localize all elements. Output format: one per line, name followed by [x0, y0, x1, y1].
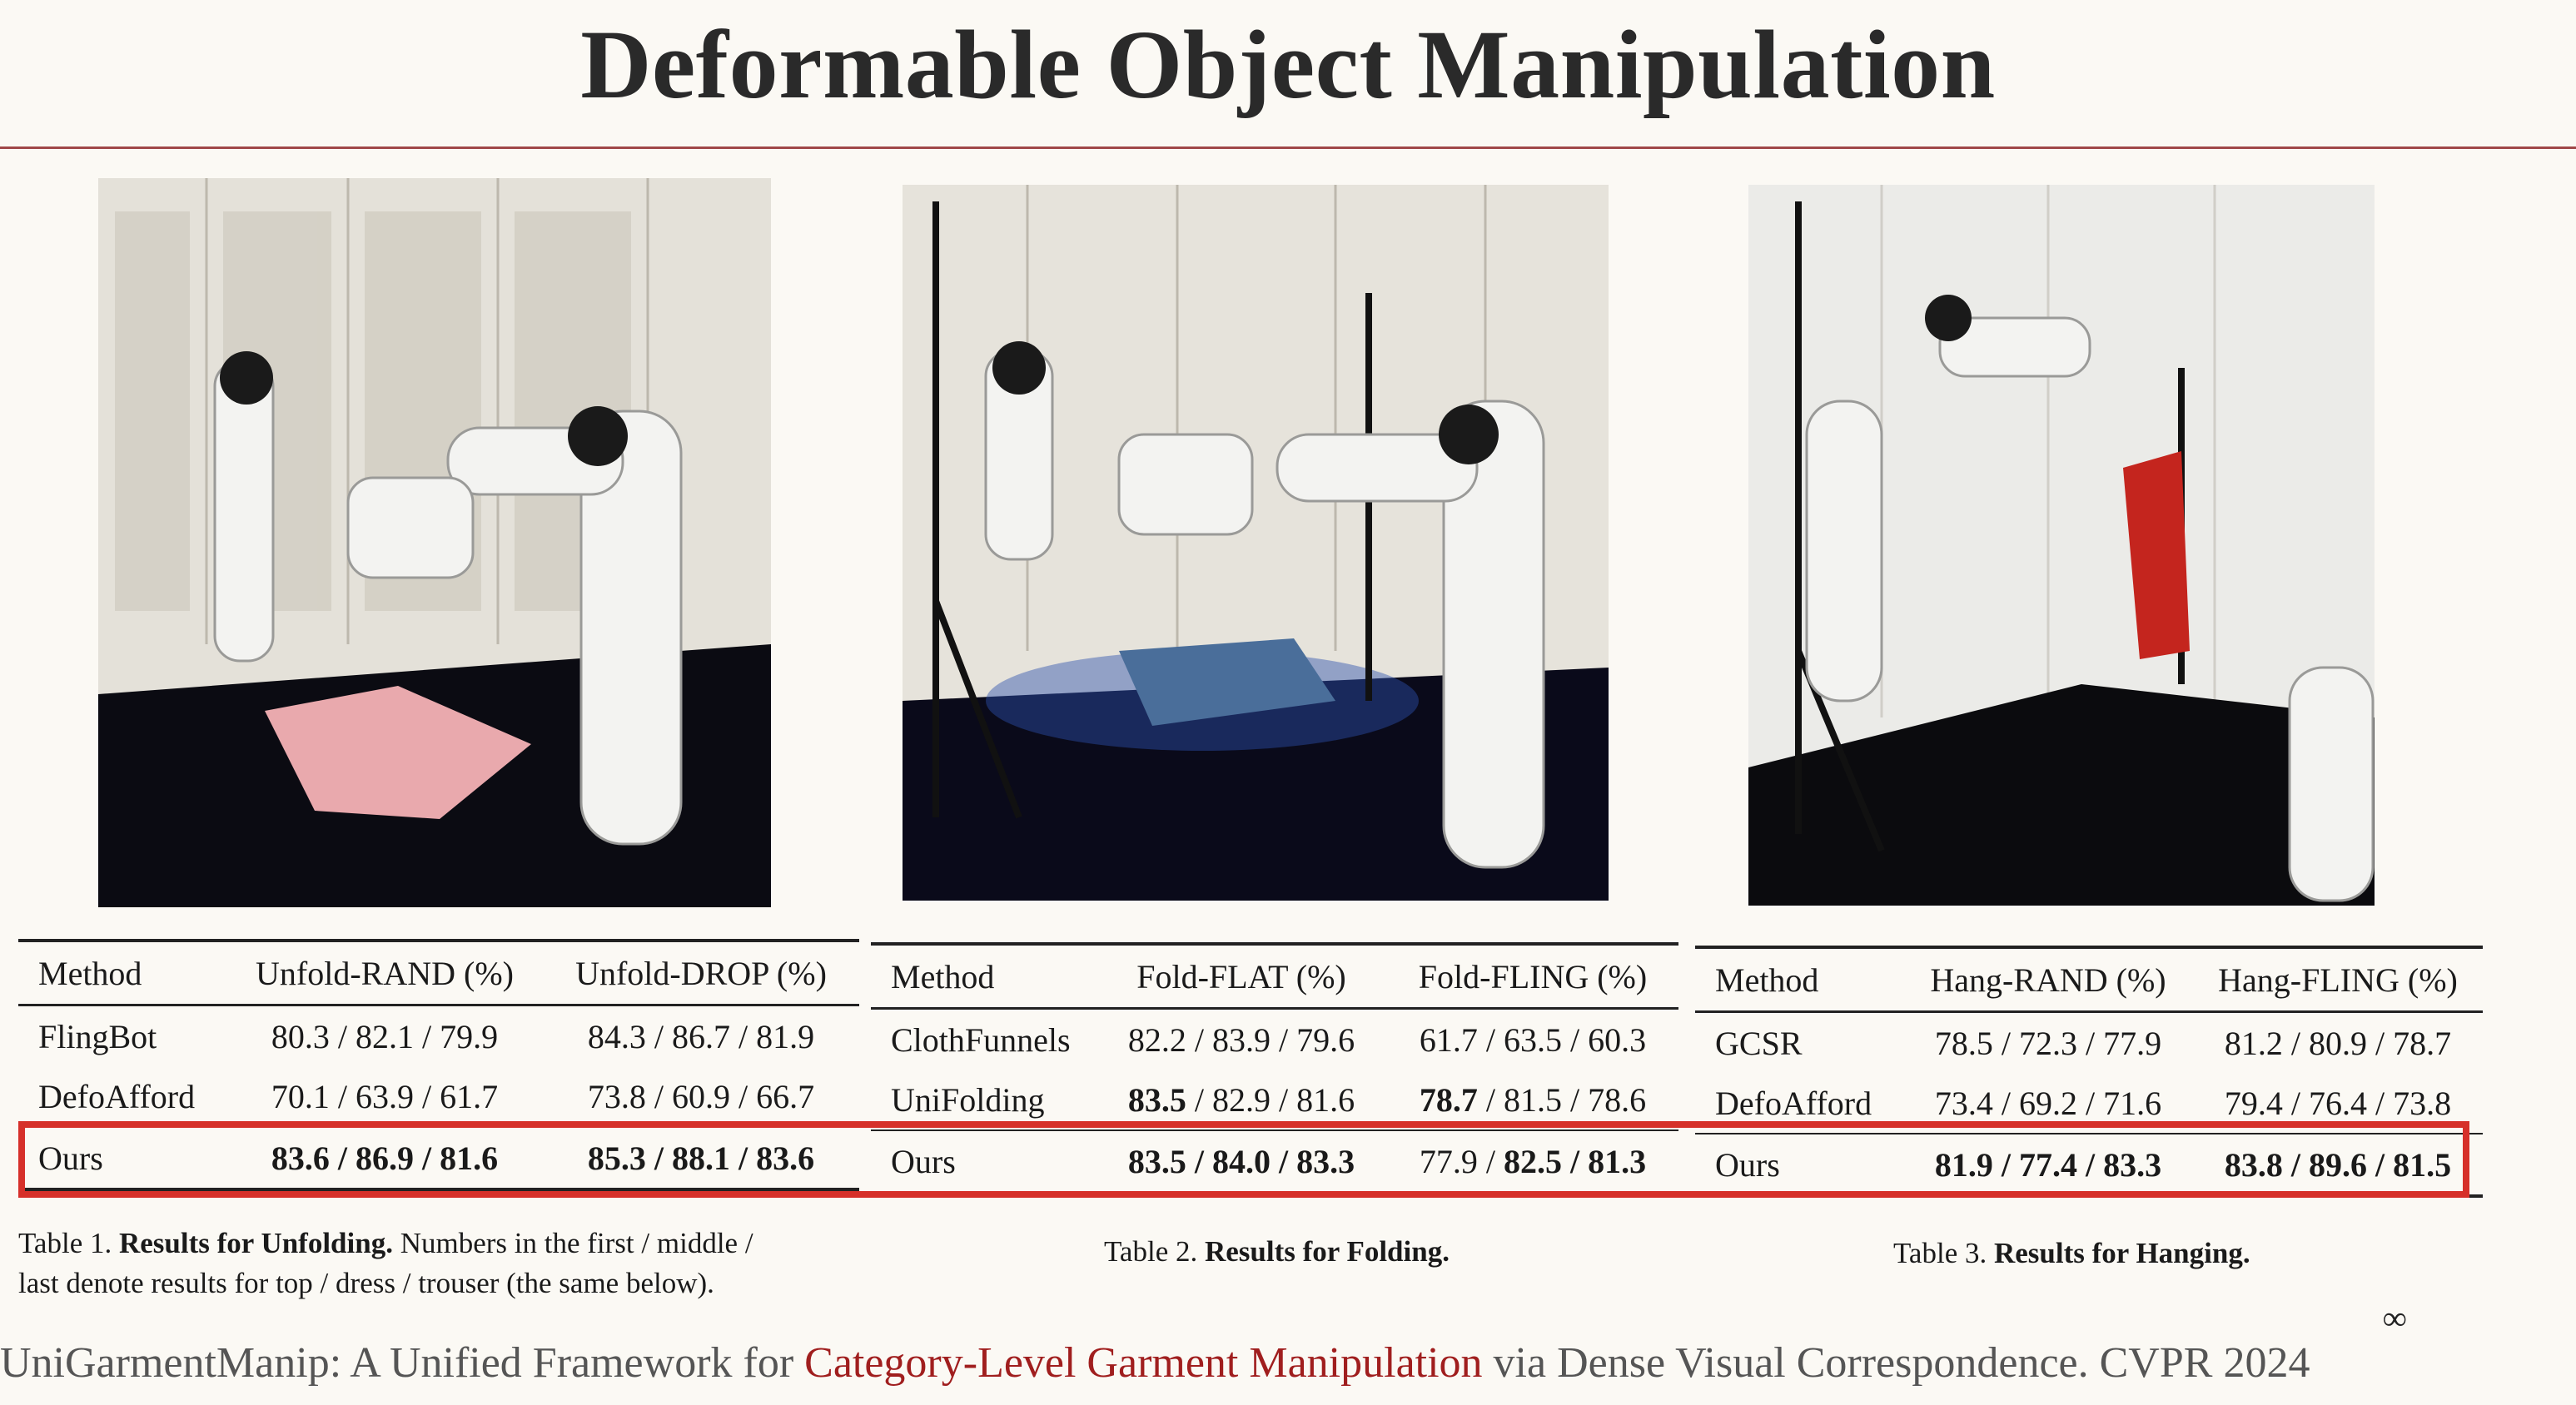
- value-cell: 80.3 / 82.1 / 79.9: [271, 1017, 499, 1055]
- method-cell: Ours: [1715, 1145, 1780, 1184]
- caption-bold: Results for Unfolding.: [118, 1227, 393, 1259]
- method-cell: FlingBot: [38, 1017, 157, 1055]
- method-cell: ClothFunnels: [891, 1020, 1071, 1059]
- value-cell: 82.2 / 83.9 / 79.6: [1127, 1020, 1355, 1059]
- column-header: Fold-FLING (%): [1418, 957, 1648, 995]
- folding-results-table: Method Fold-FLAT (%) Fold-FLING (%) Clot…: [871, 942, 1678, 1194]
- table-header-row: Method Unfold-RAND (%) Unfold-DROP (%): [18, 941, 859, 1005]
- method-cell: GCSR: [1715, 1024, 1803, 1062]
- table-row: Ours 83.6 / 86.9 / 81.6 85.3 / 88.1 / 83…: [18, 1127, 859, 1189]
- best-value: 78.7: [1419, 1080, 1478, 1119]
- value-cell: 85.3 / 88.1 / 83.6: [587, 1139, 815, 1177]
- value-rest: 77.9 /: [1419, 1142, 1504, 1180]
- table1-caption: Table 1. Results for Unfolding. Numbers …: [18, 1224, 868, 1303]
- method-cell: DefoAfford: [38, 1077, 196, 1115]
- value-cell: 84.3 / 86.7 / 81.9: [587, 1017, 815, 1055]
- table-header-row: Method Hang-RAND (%) Hang-FLING (%): [1695, 947, 2483, 1012]
- value-cell: 83.8 / 89.6 / 81.5: [2224, 1145, 2452, 1184]
- column-header: Hang-RAND (%): [1930, 961, 2166, 999]
- value-rest: / 82.9 / 81.6: [1186, 1080, 1355, 1119]
- table-row: ClothFunnels 82.2 / 83.9 / 79.6 61.7 / 6…: [871, 1009, 1678, 1070]
- table-row: FlingBot 80.3 / 82.1 / 79.9 84.3 / 86.7 …: [18, 1005, 859, 1067]
- hanging-results-table: Method Hang-RAND (%) Hang-FLING (%) GCSR…: [1695, 946, 2483, 1198]
- ours-highlight-box: [18, 1121, 2469, 1198]
- caption-label: Table 1.: [18, 1227, 112, 1259]
- footer-text: UniGarmentManip: A Unified Framework for: [0, 1339, 805, 1387]
- method-cell: Ours: [38, 1139, 103, 1177]
- value-cell: 78.5 / 72.3 / 77.9: [1934, 1024, 2162, 1062]
- value-cell: 83.6 / 86.9 / 81.6: [271, 1139, 499, 1177]
- caption-label: Table 2.: [1104, 1235, 1198, 1268]
- caption-bold: Results for Hanging.: [1993, 1237, 2250, 1269]
- value-cell: 81.2 / 80.9 / 78.7: [2224, 1024, 2452, 1062]
- value-cell: 81.9 / 77.4 / 83.3: [1934, 1145, 2162, 1184]
- hanging-robot-photo: [1748, 185, 2375, 906]
- method-cell: UniFolding: [891, 1080, 1045, 1119]
- table-row: GCSR 78.5 / 72.3 / 77.9 81.2 / 80.9 / 78…: [1695, 1012, 2483, 1074]
- column-header: Method: [891, 957, 995, 995]
- table-row: UniFolding 83.5 / 82.9 / 81.6 78.7 / 81.…: [871, 1070, 1678, 1130]
- table-header-row: Method Fold-FLAT (%) Fold-FLING (%): [871, 944, 1678, 1009]
- footer-text: via Dense Visual Correspondence. CVPR 20…: [1482, 1339, 2310, 1387]
- best-value: 83.5: [1127, 1080, 1186, 1119]
- value-cell: 77.9 / 82.5 / 81.3: [1387, 1130, 1678, 1193]
- folding-robot-photo: [903, 185, 1609, 901]
- table-row: Ours 83.5 / 84.0 / 83.3 77.9 / 82.5 / 81…: [871, 1130, 1678, 1193]
- column-header: Fold-FLAT (%): [1136, 957, 1346, 995]
- method-cell: DefoAfford: [1715, 1084, 1872, 1122]
- page-marker: ∞: [2383, 1299, 2407, 1337]
- value-cell: 61.7 / 63.5 / 60.3: [1419, 1020, 1647, 1059]
- value-rest: / 81.5 / 78.6: [1477, 1080, 1647, 1119]
- caption-text: last denote results for top / dress / tr…: [18, 1267, 714, 1299]
- table3-caption: Table 3. Results for Hanging.: [1893, 1234, 2476, 1273]
- column-header: Method: [38, 954, 142, 992]
- value-cell: 83.5 / 82.9 / 81.6: [1096, 1070, 1387, 1130]
- unfolding-results-table: Method Unfold-RAND (%) Unfold-DROP (%) F…: [18, 939, 859, 1191]
- citation-footer: UniGarmentManip: A Unified Framework for…: [0, 1338, 2576, 1388]
- value-cell: 83.5 / 84.0 / 83.3: [1127, 1142, 1355, 1180]
- slide-title: Deformable Object Manipulation: [580, 10, 1996, 119]
- title-divider: [0, 146, 2576, 149]
- footer-highlight: Category-Level Garment Manipulation: [804, 1339, 1483, 1387]
- caption-text: Numbers in the first / middle /: [400, 1227, 753, 1259]
- value-cell: 78.7 / 81.5 / 78.6: [1387, 1070, 1678, 1130]
- value-cell: 73.8 / 60.9 / 66.7: [587, 1077, 815, 1115]
- column-header: Unfold-DROP (%): [575, 954, 827, 992]
- value-cell: 70.1 / 63.9 / 61.7: [271, 1077, 499, 1115]
- caption-bold: Results for Folding.: [1204, 1235, 1450, 1268]
- value-cell: 79.4 / 76.4 / 73.8: [2224, 1084, 2452, 1122]
- table2-caption: Table 2. Results for Folding.: [1104, 1232, 1687, 1272]
- caption-label: Table 3.: [1893, 1237, 1987, 1269]
- unfolding-robot-photo: [98, 178, 771, 907]
- column-header: Method: [1715, 961, 1819, 999]
- best-value: 82.5 / 81.3: [1504, 1142, 1647, 1180]
- column-header: Hang-FLING (%): [2218, 961, 2458, 999]
- column-header: Unfold-RAND (%): [256, 954, 514, 992]
- method-cell: Ours: [891, 1142, 956, 1180]
- value-cell: 73.4 / 69.2 / 71.6: [1934, 1084, 2162, 1122]
- table-row: DefoAfford 70.1 / 63.9 / 61.7 73.8 / 60.…: [18, 1066, 859, 1127]
- table-row: DefoAfford 73.4 / 69.2 / 71.6 79.4 / 76.…: [1695, 1073, 2483, 1134]
